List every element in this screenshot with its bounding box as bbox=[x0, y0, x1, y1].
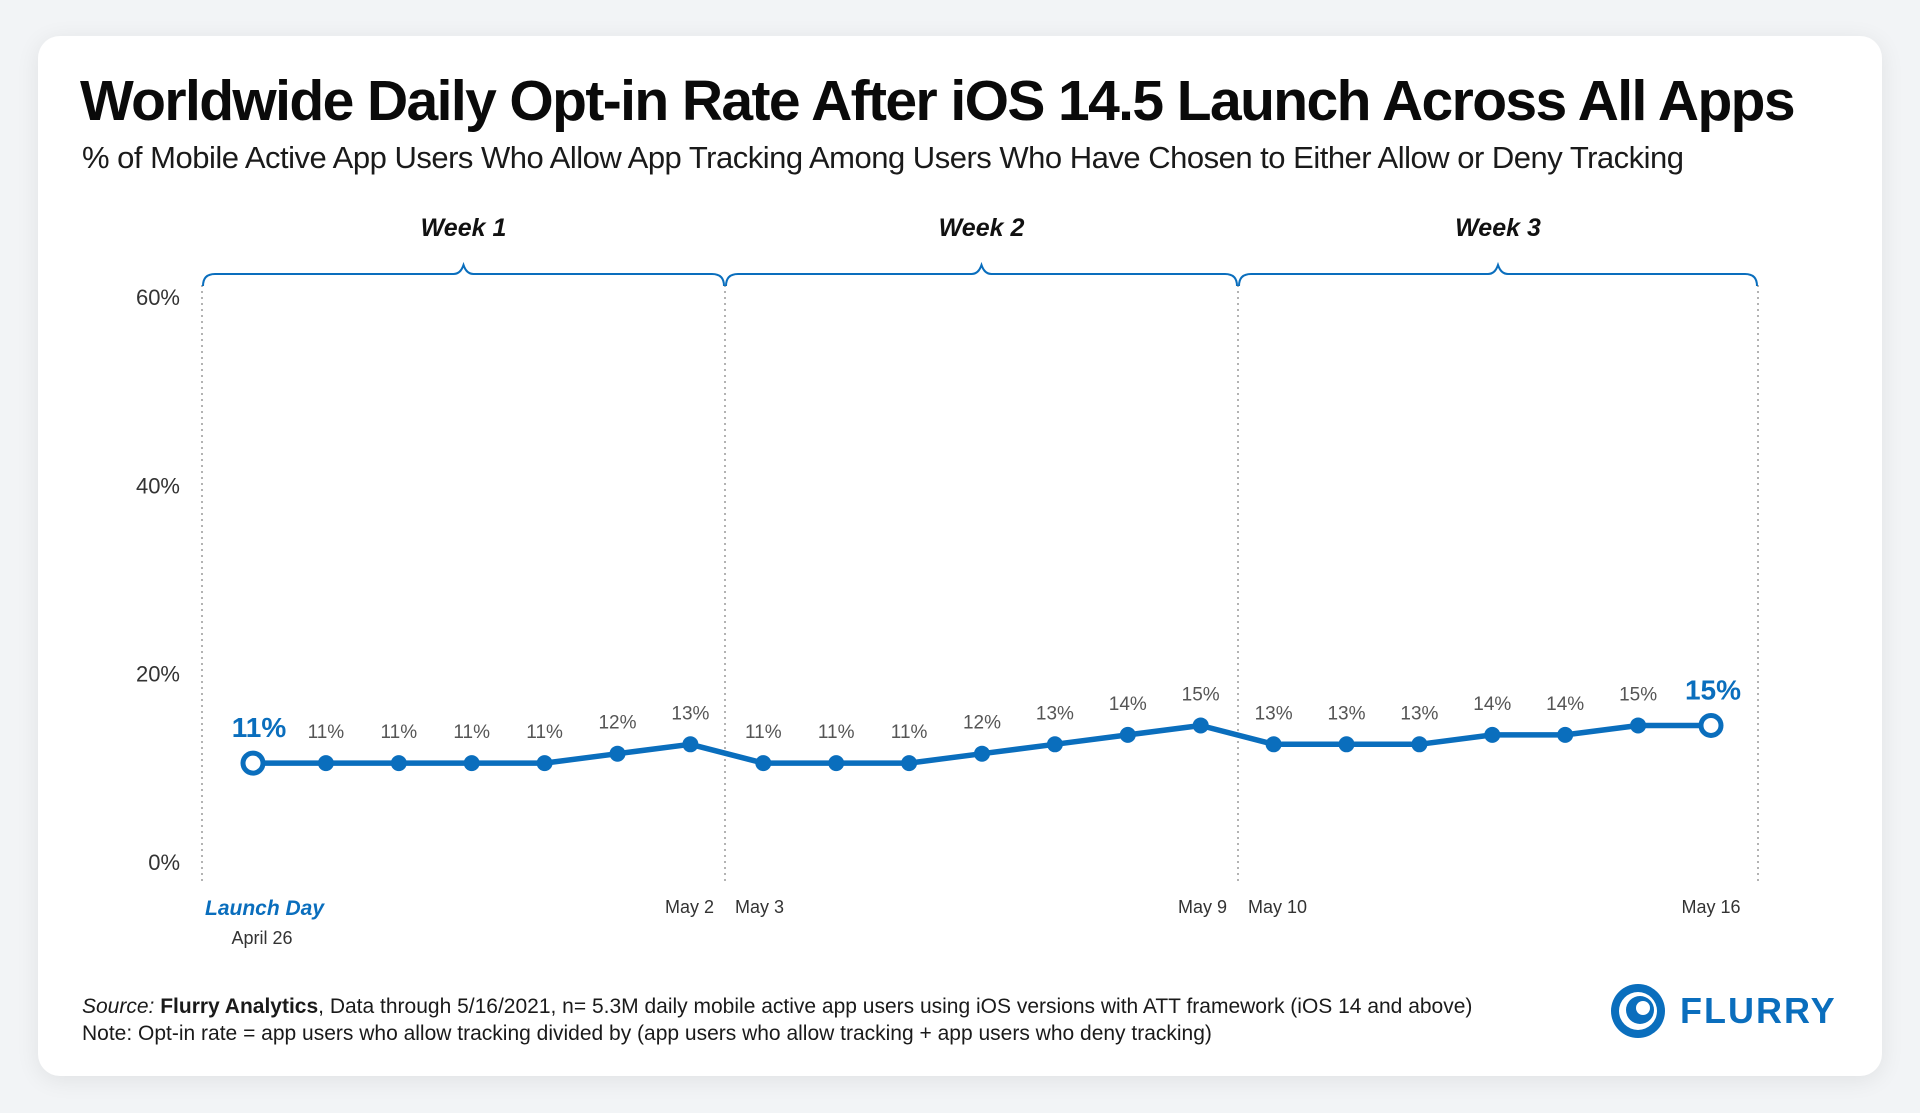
data-point bbox=[390, 755, 407, 772]
y-tick-label: 60% bbox=[136, 285, 180, 310]
data-point bbox=[828, 755, 845, 772]
x-tick-label: May 16 bbox=[1681, 897, 1740, 917]
y-tick-label: 40% bbox=[136, 473, 180, 498]
source-label: Source: bbox=[82, 995, 155, 1018]
data-point bbox=[1192, 717, 1209, 734]
data-label: 11% bbox=[818, 722, 855, 743]
data-point bbox=[1698, 712, 1724, 738]
data-point bbox=[609, 745, 626, 762]
data-label: 13% bbox=[1327, 703, 1365, 724]
x-label-date: April 26 bbox=[231, 928, 292, 948]
week-label: Week 2 bbox=[939, 214, 1025, 242]
data-label: 11% bbox=[380, 722, 417, 743]
x-label-launch-day: Launch Day bbox=[205, 897, 325, 920]
source-text: , Data through 5/16/2021, n= 5.3M daily … bbox=[318, 995, 1473, 1018]
data-point bbox=[1557, 726, 1574, 743]
data-point bbox=[1265, 736, 1282, 753]
logo-text: FLURRY bbox=[1680, 990, 1837, 1031]
data-label: 11% bbox=[308, 722, 345, 743]
x-tick-label: May 9 bbox=[1178, 897, 1227, 917]
data-point bbox=[463, 755, 480, 772]
data-label: 15% bbox=[1182, 684, 1220, 705]
data-label: 15% bbox=[1685, 674, 1741, 705]
x-tick-label: May 10 bbox=[1248, 897, 1307, 917]
chart-title: Worldwide Daily Opt-in Rate After iOS 14… bbox=[80, 69, 1796, 133]
data-label: 15% bbox=[1619, 684, 1657, 705]
data-point bbox=[1630, 717, 1647, 734]
flurry-logo: FLURRY bbox=[1608, 980, 1837, 1042]
chart-card bbox=[38, 36, 1882, 1076]
data-label: 14% bbox=[1473, 694, 1511, 715]
source-line: Source: Flurry Analytics, Data through 5… bbox=[82, 993, 1472, 1020]
source-note: Source: Flurry Analytics, Data through 5… bbox=[82, 993, 1472, 1047]
data-label: 11% bbox=[891, 722, 928, 743]
data-point bbox=[682, 736, 699, 753]
data-label: 12% bbox=[963, 713, 1001, 734]
data-point bbox=[901, 755, 918, 772]
data-point bbox=[1046, 736, 1063, 753]
data-point bbox=[1484, 726, 1501, 743]
data-point bbox=[317, 755, 334, 772]
y-tick-label: 20% bbox=[136, 662, 180, 687]
data-label: 13% bbox=[671, 703, 709, 724]
data-point bbox=[974, 745, 990, 762]
data-point bbox=[1411, 736, 1428, 753]
data-label: 13% bbox=[1255, 703, 1293, 724]
y-tick-label: 0% bbox=[148, 850, 180, 875]
chart-subtitle: % of Mobile Active App Users Who Allow A… bbox=[82, 140, 1684, 175]
week-label: Week 3 bbox=[1455, 214, 1541, 242]
week-bracket bbox=[725, 261, 1238, 287]
data-point bbox=[240, 750, 266, 776]
data-label: 13% bbox=[1400, 703, 1438, 724]
data-label: 11% bbox=[453, 722, 490, 743]
data-label: 11% bbox=[745, 722, 782, 743]
data-point bbox=[1338, 736, 1355, 753]
data-point bbox=[755, 755, 772, 772]
note-line: Note: Opt-in rate = app users who allow … bbox=[82, 1022, 1212, 1045]
week-bracket bbox=[1238, 261, 1758, 287]
data-label: 11% bbox=[232, 712, 287, 743]
data-point bbox=[536, 755, 553, 772]
week-bracket bbox=[202, 261, 725, 287]
week-label: Week 1 bbox=[421, 214, 507, 242]
x-tick-label: May 3 bbox=[735, 897, 784, 917]
data-label: 13% bbox=[1036, 703, 1074, 724]
x-tick-label: May 2 bbox=[665, 897, 714, 917]
data-label: 11% bbox=[526, 722, 563, 743]
data-point bbox=[1119, 726, 1136, 743]
flurry-swirl-icon bbox=[1611, 984, 1665, 1038]
data-label: 14% bbox=[1109, 694, 1147, 715]
source-brand: Flurry Analytics bbox=[160, 995, 319, 1018]
data-label: 14% bbox=[1546, 694, 1584, 715]
data-label: 12% bbox=[598, 713, 636, 734]
